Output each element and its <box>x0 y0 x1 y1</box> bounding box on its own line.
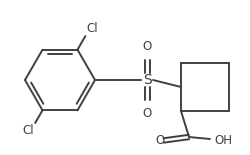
Text: S: S <box>142 73 152 87</box>
Text: Cl: Cl <box>22 124 34 137</box>
Text: OH: OH <box>214 133 232 146</box>
Text: O: O <box>142 107 152 120</box>
Text: Cl: Cl <box>86 22 98 35</box>
Text: O: O <box>142 40 152 53</box>
Text: O: O <box>156 133 165 146</box>
